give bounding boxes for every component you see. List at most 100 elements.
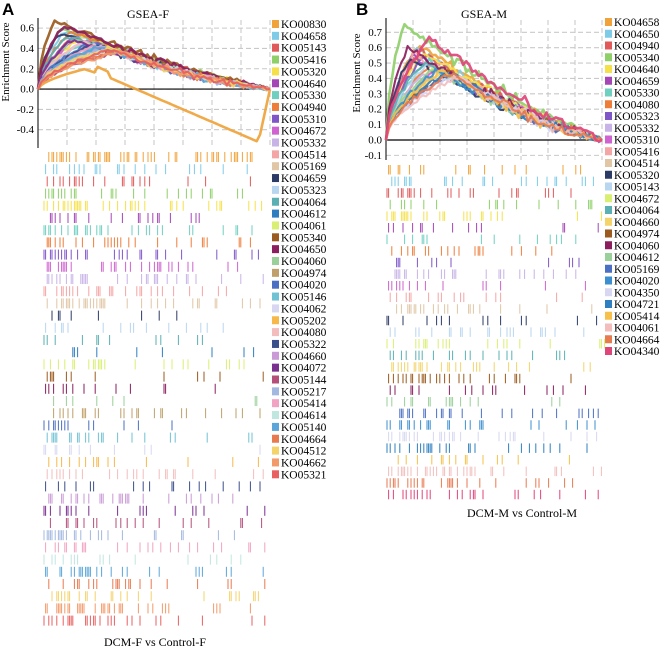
legend-label: KO05143 <box>614 182 660 194</box>
barcode-row-ko05202 <box>48 457 259 467</box>
legend-label: KO04974 <box>281 268 327 280</box>
barcode-row-ko04072 <box>43 505 266 516</box>
legend-swatch <box>272 150 279 159</box>
barcode-row-ko04020 <box>43 420 173 431</box>
barcode-row-ko04060 <box>53 396 258 406</box>
barcode-row-ko04672 <box>386 339 606 349</box>
legend-swatch <box>605 100 612 109</box>
legend-swatch <box>272 55 279 64</box>
barcode-row-ko04721 <box>386 443 588 453</box>
barcode-row-ko04512 <box>51 591 259 602</box>
y-tick-label: 0.0 <box>20 84 34 96</box>
legend-swatch <box>605 335 612 344</box>
legend-swatch <box>605 170 612 179</box>
panel-b-y-axis-label: Enrichment Score <box>351 33 363 112</box>
legend-swatch <box>605 76 612 85</box>
barcode-row-ko04061 <box>388 466 602 477</box>
legend-swatch <box>272 67 279 76</box>
panel-a-es-lines <box>36 19 272 143</box>
legend-label: KO05323 <box>281 185 327 197</box>
legend-label: KO05140 <box>281 422 327 434</box>
legend-swatch <box>272 114 279 123</box>
legend-label: KO05322 <box>281 339 327 351</box>
panel-a-footer: DCM-F vs Control-F <box>104 635 206 649</box>
legend-label: KO05332 <box>614 123 660 135</box>
legend-swatch <box>272 91 279 100</box>
y-tick-label: -0.1 <box>365 150 382 162</box>
legend-label: KO05330 <box>614 88 660 100</box>
y-tick-label: 0.5 <box>368 58 382 70</box>
panel-b-footer: DCM-M vs Control-M <box>467 506 577 520</box>
legend-swatch <box>272 233 279 242</box>
barcode-row-ko05330 <box>386 234 577 245</box>
legend-swatch <box>605 229 612 238</box>
legend-swatch <box>605 217 612 226</box>
legend-label: KO00830 <box>281 19 327 31</box>
barcode-row-ko05414 <box>45 542 266 553</box>
barcode-row-ko04974 <box>388 373 572 384</box>
legend-label: KO04940 <box>614 41 660 53</box>
legend-swatch <box>605 253 612 261</box>
barcode-row-ko04612 <box>72 347 255 358</box>
barcode-row-ko04340 <box>388 489 599 500</box>
legend-swatch <box>605 288 612 297</box>
legend-label: KO04514 <box>614 158 660 170</box>
legend-swatch <box>272 102 279 111</box>
legend-swatch <box>605 182 612 191</box>
legend-swatch <box>605 88 612 97</box>
y-tick-label: 0.3 <box>368 88 382 100</box>
legend-label: KO05416 <box>614 146 660 158</box>
barcode-row-ko04650 <box>391 176 594 187</box>
legend-swatch <box>605 147 612 156</box>
barcode-row-ko05416 <box>389 292 583 303</box>
legend-swatch <box>272 197 279 206</box>
panel-a-y-ticks: 0.6 0.4 0.2 0.0 -0.2 -0.4 <box>17 23 35 137</box>
legend-swatch <box>605 112 612 120</box>
panel-a-letter: A <box>2 0 14 19</box>
barcode-row-ko05322 <box>45 481 261 492</box>
barcode-row-ko04060 <box>389 385 586 395</box>
barcode-row-ko04350 <box>388 431 598 442</box>
barcode-row-ko04664 <box>48 579 266 589</box>
barcode-row-ko04514 <box>396 304 593 314</box>
legend-label: KO04660 <box>281 351 327 363</box>
barcode-row-ko04612 <box>386 397 561 407</box>
legend-label: KO05169 <box>614 264 660 276</box>
panel-b-title: GSEA-M <box>461 7 507 21</box>
barcode-row-ko05320 <box>386 315 598 326</box>
legend-swatch <box>272 268 279 277</box>
legend-label: KO04080 <box>614 99 660 111</box>
legend-swatch <box>272 257 279 265</box>
legend-label: KO04061 <box>614 323 660 335</box>
barcode-row-ko05310 <box>388 281 586 291</box>
legend-label: KO05414 <box>614 311 660 323</box>
barcode-row-ko05323 <box>396 257 580 268</box>
legend-swatch <box>272 209 279 218</box>
y-tick-label: 0.4 <box>368 73 382 85</box>
legend-swatch <box>272 43 279 52</box>
barcode-row-ko04064 <box>43 335 203 345</box>
barcode-row-ko04660 <box>48 493 234 504</box>
y-tick-label: 0.7 <box>368 27 382 39</box>
legend-label: KO05310 <box>281 114 327 126</box>
barcode-row-ko04664 <box>386 478 574 488</box>
legend-label: KO05169 <box>281 161 327 173</box>
legend-label: KO05340 <box>281 232 327 244</box>
legend-label: KO05340 <box>614 52 660 64</box>
barcode-row-ko04974 <box>53 408 261 419</box>
legend-swatch <box>272 174 279 183</box>
legend-swatch <box>272 245 279 254</box>
barcode-row-ko05169 <box>46 298 261 309</box>
legend-label: KO04672 <box>614 193 660 205</box>
barcode-row-ko05217 <box>43 530 235 541</box>
barcode-row-ko04080 <box>46 469 264 480</box>
legend-swatch <box>272 446 279 455</box>
barcode-row-ko04640 <box>49 213 200 223</box>
legend-swatch <box>605 123 612 132</box>
barcode-row-ko05143 <box>389 327 585 337</box>
barcode-row-ko04659 <box>388 223 599 233</box>
legend-swatch <box>272 363 279 372</box>
panel-a-y-axis-label: Enrichment Score <box>0 22 12 101</box>
es-curve-ko05321 <box>37 48 271 91</box>
legend-label: KO04614 <box>281 410 327 422</box>
